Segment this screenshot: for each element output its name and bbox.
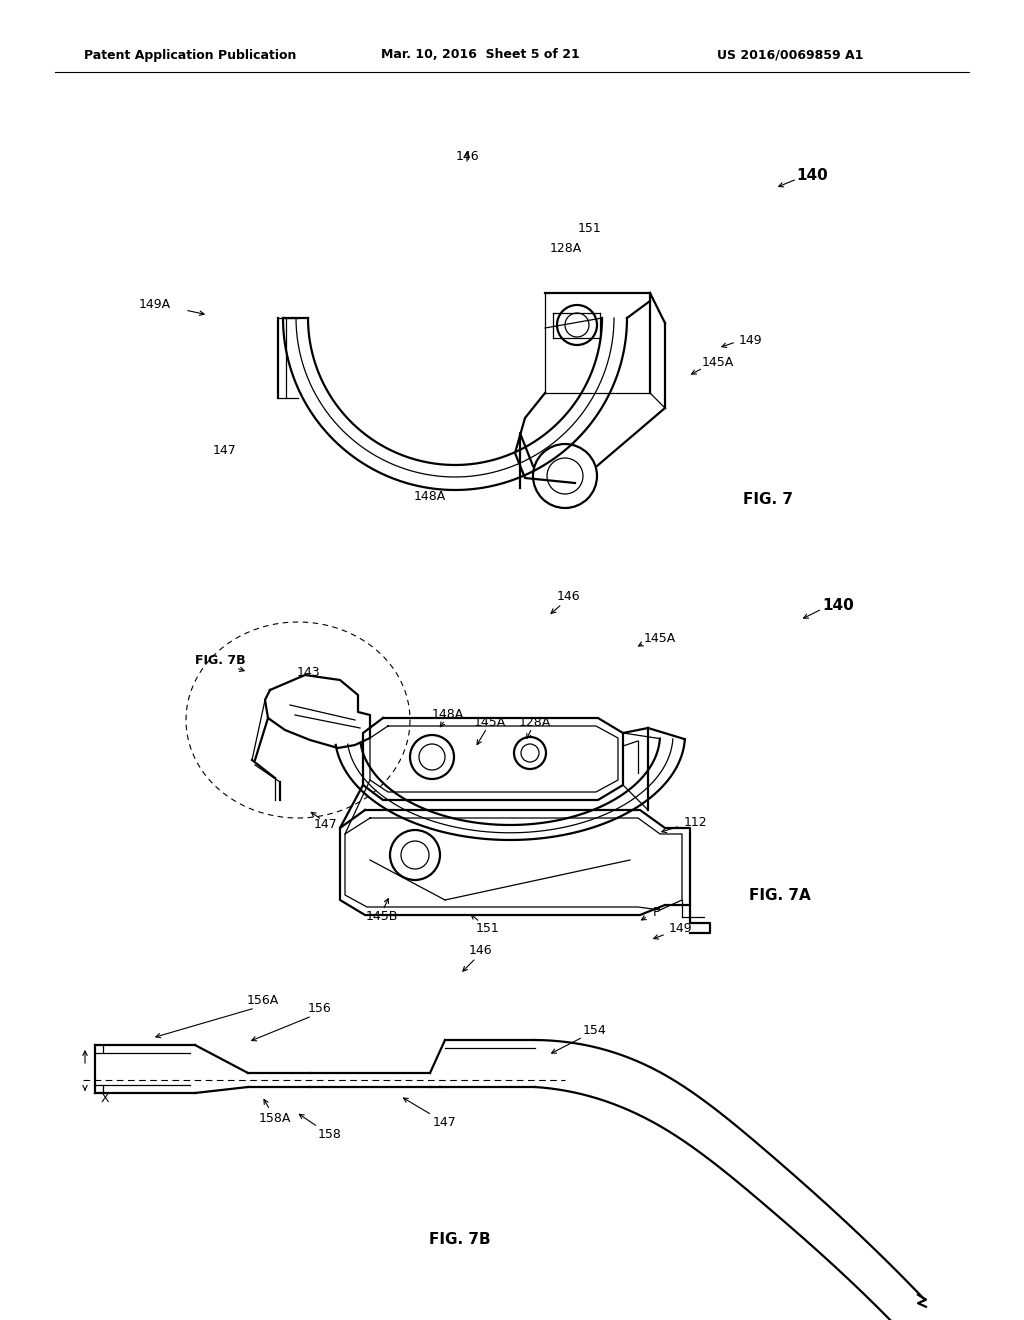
Text: 149: 149 <box>669 921 692 935</box>
Text: Patent Application Publication: Patent Application Publication <box>84 49 296 62</box>
Text: 147: 147 <box>433 1115 457 1129</box>
Text: FIG. 7B: FIG. 7B <box>429 1233 490 1247</box>
Text: 151: 151 <box>579 222 602 235</box>
Text: FIG. 7B: FIG. 7B <box>195 653 246 667</box>
Text: 156: 156 <box>308 1002 332 1015</box>
Text: 145A: 145A <box>474 715 506 729</box>
Text: Mar. 10, 2016  Sheet 5 of 21: Mar. 10, 2016 Sheet 5 of 21 <box>381 49 580 62</box>
Text: 128A: 128A <box>519 715 551 729</box>
Text: FIG. 7A: FIG. 7A <box>750 887 811 903</box>
Text: 158A: 158A <box>259 1111 291 1125</box>
Text: 147: 147 <box>314 818 338 832</box>
Text: 145B: 145B <box>366 909 398 923</box>
Text: FIG. 7: FIG. 7 <box>743 492 793 507</box>
Text: US 2016/0069859 A1: US 2016/0069859 A1 <box>717 49 863 62</box>
Text: 146: 146 <box>456 150 479 164</box>
Text: 149: 149 <box>738 334 762 346</box>
Text: 158: 158 <box>318 1129 342 1142</box>
Text: P: P <box>653 906 660 919</box>
Text: 151: 151 <box>476 921 500 935</box>
Text: 145A: 145A <box>701 355 734 368</box>
Text: 156A: 156A <box>247 994 280 1006</box>
Text: 140: 140 <box>822 598 854 612</box>
Text: 128A: 128A <box>550 242 582 255</box>
Text: 146: 146 <box>556 590 580 602</box>
Text: 148A: 148A <box>414 490 446 503</box>
Text: 154: 154 <box>583 1023 607 1036</box>
Text: 148A: 148A <box>432 708 464 721</box>
Text: X: X <box>100 1092 110 1105</box>
Text: 140: 140 <box>796 168 827 182</box>
Text: 149A: 149A <box>139 298 171 312</box>
Text: 146: 146 <box>468 944 492 957</box>
Text: 145A: 145A <box>644 631 676 644</box>
Text: 112: 112 <box>683 816 707 829</box>
Text: 147: 147 <box>213 444 237 457</box>
Text: 143: 143 <box>296 665 319 678</box>
